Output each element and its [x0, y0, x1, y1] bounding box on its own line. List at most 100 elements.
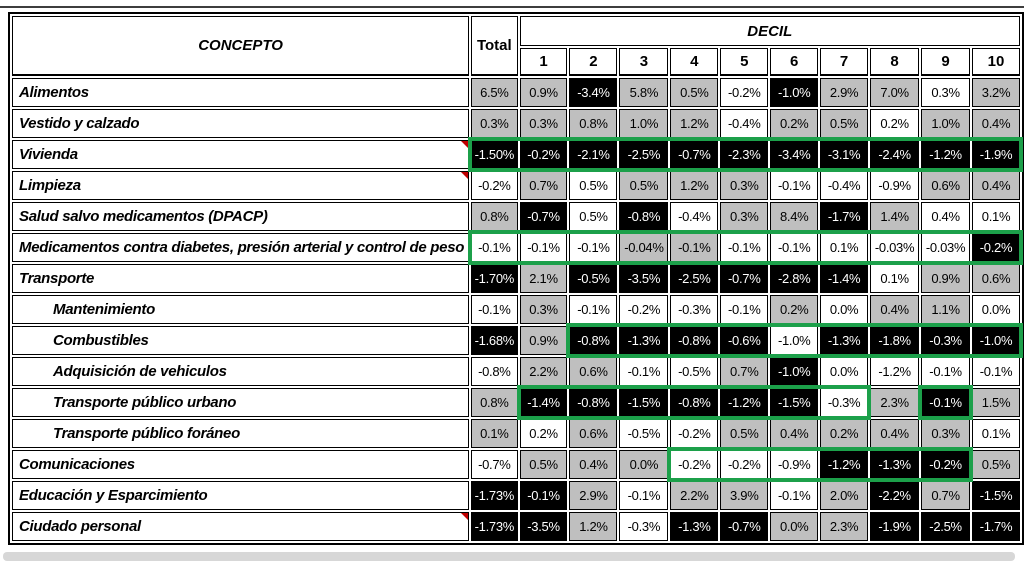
- decil-cell: -0.1%: [720, 233, 769, 262]
- decil-cell: 0.3%: [720, 171, 769, 200]
- decil-cell: -0.2%: [720, 78, 769, 107]
- decil-cell: 0.4%: [870, 295, 920, 324]
- decil-cell: 0.6%: [569, 419, 618, 448]
- total-cell: -0.2%: [471, 171, 518, 200]
- decil-cell: 0.4%: [921, 202, 971, 231]
- decil-cell: 0.4%: [972, 171, 1020, 200]
- decil-cell: 1.1%: [921, 295, 971, 324]
- decil-cell: -0.4%: [720, 109, 769, 138]
- row-label: Adquisición de vehiculos: [12, 357, 470, 386]
- decil-cell: -0.04%: [619, 233, 669, 262]
- decil-cell: -0.2%: [972, 233, 1020, 262]
- decil-cell: -0.5%: [619, 419, 669, 448]
- decil-number-header: 1: [519, 48, 568, 76]
- row-label: Transporte público urbano: [12, 388, 470, 417]
- decil-cell: -0.7%: [670, 140, 719, 169]
- decil-number-header: 5: [720, 48, 769, 76]
- decil-cell: -1.5%: [619, 388, 669, 417]
- decil-cell: -2.5%: [670, 264, 719, 293]
- decil-cell: 0.3%: [720, 202, 769, 231]
- decil-cell: 0.1%: [972, 202, 1020, 231]
- table-row: Adquisición de vehiculos -0.8% 2.2% 0.6% -0.…: [12, 357, 1020, 386]
- decil-numbers-row: 1 2 3 4 5 6 7 8 9 10: [12, 48, 1020, 76]
- decil-cell: -0.1%: [921, 357, 971, 386]
- header-decil: DECIL: [519, 16, 1020, 46]
- decil-cell: -1.5%: [972, 481, 1020, 510]
- decil-cell: 0.7%: [921, 481, 971, 510]
- decil-cell: 1.2%: [569, 512, 618, 541]
- decil-cell: 0.7%: [720, 357, 769, 386]
- header-concepto: CONCEPTO: [12, 16, 470, 76]
- decil-cell: 2.3%: [870, 388, 920, 417]
- decil-cell: 0.2%: [770, 109, 819, 138]
- total-cell: 0.8%: [471, 202, 518, 231]
- decil-cell: -0.8%: [569, 326, 618, 355]
- decil-cell: 3.9%: [720, 481, 769, 510]
- decil-number-header: 2: [569, 48, 618, 76]
- table-row: Vivienda -1.50% -0.2% -2.1% -2.5% -0.7% -2.3% -…: [12, 140, 1020, 169]
- row-label: Comunicaciones: [12, 450, 470, 479]
- decil-cell: -0.03%: [921, 233, 971, 262]
- row-label: Ciudado personal: [12, 512, 470, 541]
- bottom-shadow-bar: [3, 552, 1015, 561]
- row-label: Educación y Esparcimiento: [12, 481, 470, 510]
- decil-number-header: 10: [972, 48, 1020, 76]
- decil-cell: -0.2%: [619, 295, 669, 324]
- decil-cell: -3.4%: [770, 140, 819, 169]
- decil-cell: 0.5%: [820, 109, 869, 138]
- decil-cell: -0.1%: [972, 357, 1020, 386]
- total-cell: -1.68%: [471, 326, 518, 355]
- decil-cell: -2.1%: [569, 140, 618, 169]
- row-label: Combustibles: [12, 326, 470, 355]
- decil-cell: -0.03%: [870, 233, 920, 262]
- decil-cell: 0.1%: [972, 419, 1020, 448]
- decil-cell: -0.2%: [670, 419, 719, 448]
- decil-cell: -1.7%: [820, 202, 869, 231]
- decil-cell: 0.0%: [972, 295, 1020, 324]
- decil-cell: 0.5%: [670, 78, 719, 107]
- decil-cell: -1.2%: [820, 450, 869, 479]
- decil-cell: 1.5%: [972, 388, 1020, 417]
- decil-cell: 0.2%: [770, 295, 819, 324]
- decil-cell: -3.5%: [619, 264, 669, 293]
- decil-cell: 0.0%: [820, 357, 869, 386]
- decil-cell: 0.9%: [519, 78, 568, 107]
- concepto-decil-table: CONCEPTO Total DECIL 1 2 3 4 5 6 7 8 9 10 Aliment…: [8, 12, 1024, 545]
- decil-cell: -0.3%: [619, 512, 669, 541]
- decil-cell: 0.2%: [820, 419, 869, 448]
- total-cell: -0.1%: [471, 295, 518, 324]
- table-row: Comunicaciones -0.7% 0.5% 0.4% 0.0% -0.2% -0.2…: [12, 450, 1020, 479]
- table-row: Limpieza -0.2% 0.7% 0.5% 0.5% 1.2% 0.3% -0.1% -0…: [12, 171, 1020, 200]
- decil-cell: -3.1%: [820, 140, 869, 169]
- decil-cell: -0.8%: [619, 202, 669, 231]
- decil-cell: -1.2%: [720, 388, 769, 417]
- decil-cell: 0.4%: [770, 419, 819, 448]
- decil-cell: -0.8%: [670, 326, 719, 355]
- decil-cell: -0.8%: [670, 388, 719, 417]
- decil-cell: -0.5%: [569, 264, 618, 293]
- decil-cell: -0.1%: [770, 233, 819, 262]
- table-row: Transporte -1.70% 2.1% -0.5% -3.5% -2.5% -0.7%…: [12, 264, 1020, 293]
- decil-cell: -0.1%: [519, 481, 568, 510]
- decil-cell: -0.3%: [670, 295, 719, 324]
- table-figure: CONCEPTO Total DECIL 1 2 3 4 5 6 7 8 9 10 Aliment…: [8, 12, 1024, 545]
- decil-cell: 2.9%: [820, 78, 869, 107]
- decil-cell: 0.4%: [569, 450, 618, 479]
- decil-cell: -1.8%: [870, 326, 920, 355]
- decil-cell: 0.2%: [519, 419, 568, 448]
- total-cell: -1.73%: [471, 512, 518, 541]
- table-row: Salud salvo medicamentos (DPACP) 0.8% -0.7…: [12, 202, 1020, 231]
- decil-cell: -0.4%: [670, 202, 719, 231]
- decil-cell: 0.5%: [569, 202, 618, 231]
- total-cell: 0.3%: [471, 109, 518, 138]
- decil-cell: 1.4%: [870, 202, 920, 231]
- decil-cell: -0.7%: [519, 202, 568, 231]
- decil-cell: 2.1%: [519, 264, 568, 293]
- table-row: Vestido y calzado 0.3% 0.3% 0.8% 1.0% 1.2% -0.…: [12, 109, 1020, 138]
- decil-cell: 0.6%: [972, 264, 1020, 293]
- decil-cell: 0.2%: [870, 109, 920, 138]
- decil-number-header: 8: [870, 48, 920, 76]
- decil-cell: -2.3%: [720, 140, 769, 169]
- total-cell: -0.7%: [471, 450, 518, 479]
- decil-cell: -1.3%: [820, 326, 869, 355]
